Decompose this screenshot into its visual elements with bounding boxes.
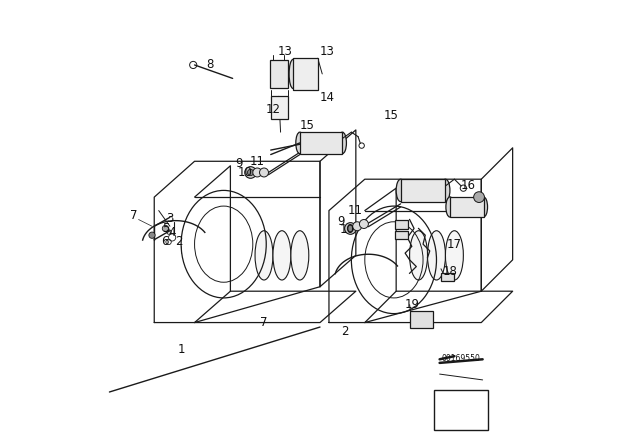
Circle shape <box>248 169 253 176</box>
Text: 18: 18 <box>442 264 458 278</box>
Text: 1: 1 <box>177 343 185 356</box>
Text: 7: 7 <box>260 316 268 329</box>
Circle shape <box>353 222 362 231</box>
Circle shape <box>344 223 356 234</box>
Text: 15: 15 <box>383 109 398 122</box>
Bar <box>450 197 484 217</box>
Ellipse shape <box>255 231 273 280</box>
Bar <box>441 273 454 281</box>
Text: 11: 11 <box>250 155 265 168</box>
Ellipse shape <box>441 179 450 202</box>
Ellipse shape <box>291 231 309 280</box>
Text: 6: 6 <box>161 235 168 249</box>
Text: 7: 7 <box>131 208 138 222</box>
Text: 8: 8 <box>207 58 214 72</box>
Text: 14: 14 <box>319 91 334 104</box>
Text: 13: 13 <box>278 45 292 58</box>
Text: 13: 13 <box>319 45 334 58</box>
Ellipse shape <box>428 231 445 280</box>
Text: 10: 10 <box>339 223 355 236</box>
Text: 16: 16 <box>460 179 476 193</box>
Text: 9: 9 <box>337 215 345 228</box>
Text: 17: 17 <box>447 237 462 251</box>
Circle shape <box>163 225 168 232</box>
Text: 10: 10 <box>237 166 252 179</box>
Ellipse shape <box>396 179 405 202</box>
Bar <box>271 96 288 119</box>
Ellipse shape <box>296 132 304 154</box>
Text: 00169550: 00169550 <box>442 354 481 363</box>
Ellipse shape <box>446 197 454 217</box>
Bar <box>410 311 433 328</box>
Bar <box>270 60 288 88</box>
Bar <box>435 390 488 430</box>
Text: 4: 4 <box>168 226 176 240</box>
Circle shape <box>474 192 484 202</box>
Ellipse shape <box>410 231 428 280</box>
Circle shape <box>348 225 354 232</box>
Text: 5: 5 <box>162 222 169 235</box>
Text: 9: 9 <box>236 157 243 170</box>
Ellipse shape <box>445 231 463 280</box>
Text: 2: 2 <box>341 325 348 338</box>
Circle shape <box>260 168 269 177</box>
Bar <box>396 220 408 229</box>
Text: 19: 19 <box>404 298 419 311</box>
Ellipse shape <box>289 60 297 89</box>
Bar <box>300 132 342 154</box>
Circle shape <box>360 220 369 228</box>
Bar <box>401 179 445 202</box>
Text: 3: 3 <box>166 211 173 225</box>
Text: 15: 15 <box>300 119 315 132</box>
Bar <box>396 231 408 239</box>
Bar <box>293 58 317 90</box>
Ellipse shape <box>479 197 488 217</box>
Circle shape <box>253 168 262 177</box>
Text: 2: 2 <box>175 235 182 249</box>
Text: 12: 12 <box>266 103 280 116</box>
Ellipse shape <box>273 231 291 280</box>
Ellipse shape <box>339 132 346 154</box>
Circle shape <box>149 232 155 238</box>
Circle shape <box>244 167 257 178</box>
Text: 11: 11 <box>348 204 362 217</box>
